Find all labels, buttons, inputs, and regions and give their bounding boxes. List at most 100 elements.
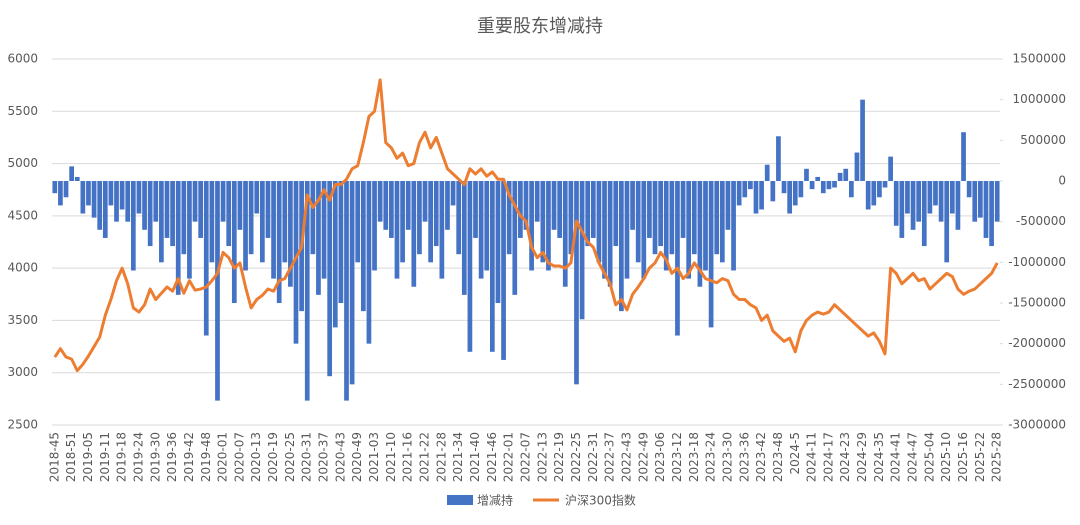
- bar: [910, 181, 916, 230]
- y2-tick-label: 1500000: [1013, 52, 1066, 66]
- bar: [473, 181, 478, 238]
- x-tick-label: 2019-48: [199, 432, 213, 482]
- bar: [826, 181, 832, 190]
- bar: [159, 181, 164, 263]
- bar: [596, 181, 602, 263]
- bar: [787, 181, 793, 214]
- bar: [231, 181, 237, 303]
- x-tick-label: 2023-12: [670, 432, 684, 482]
- bar: [164, 181, 170, 238]
- bar: [972, 181, 978, 222]
- bar: [921, 181, 927, 247]
- bar: [461, 181, 467, 295]
- bar: [74, 176, 80, 181]
- bar: [142, 181, 147, 230]
- bar: [372, 181, 377, 271]
- bar: [938, 181, 944, 222]
- bar: [540, 181, 546, 263]
- bar: [854, 152, 860, 181]
- bar: [355, 181, 361, 263]
- x-tick-label: 2020-19: [266, 432, 280, 482]
- bar: [108, 181, 114, 206]
- line: [53, 78, 999, 373]
- bar: [708, 181, 714, 328]
- x-tick-label: 2023-36: [737, 432, 751, 482]
- bar: [871, 181, 877, 206]
- bar: [181, 181, 187, 255]
- x-tick-label: 2020-37: [317, 432, 331, 482]
- bar: [837, 172, 843, 181]
- bar: [293, 181, 299, 344]
- x-tick-label: 2019-42: [182, 432, 196, 482]
- bar: [579, 181, 585, 320]
- y-tick-label: 6000: [7, 52, 38, 66]
- x-tick-label: 2022-43: [619, 432, 633, 482]
- y2-tick-label: -2500000: [1008, 377, 1066, 391]
- x-tick-label: 2019-30: [148, 432, 162, 482]
- bar: [714, 181, 720, 255]
- y-tick-label: 4500: [7, 208, 38, 222]
- y2-tick-label: -500000: [1016, 214, 1066, 228]
- bar: [411, 181, 417, 287]
- x-tick-label: 2022-25: [569, 432, 583, 482]
- bar: [495, 181, 501, 303]
- bar: [764, 164, 770, 181]
- legend-label: 沪深300指数: [565, 493, 636, 508]
- bar: [978, 181, 983, 218]
- x-tick-label: 2019-11: [98, 432, 112, 482]
- bar: [114, 181, 119, 222]
- bar: [433, 181, 439, 247]
- bar: [669, 181, 675, 255]
- bar: [282, 181, 288, 263]
- x-tick-label: 2020-13: [249, 432, 263, 482]
- x-tick-label: 2024-29: [855, 432, 869, 482]
- bar: [243, 181, 248, 271]
- bar: [916, 181, 922, 222]
- bar: [248, 181, 254, 255]
- y-tick-label: 4000: [7, 261, 38, 275]
- bar: [546, 181, 551, 271]
- x-tick-label: 2021-03: [367, 432, 381, 482]
- bar: [893, 181, 899, 226]
- bar: [276, 181, 282, 303]
- bar: [332, 181, 338, 328]
- bar: [484, 181, 490, 271]
- legend-swatch: [447, 495, 473, 505]
- x-tick-label: 2022-19: [552, 432, 566, 482]
- x-tick-label: 2023-06: [653, 432, 667, 482]
- bar: [394, 181, 400, 279]
- bar: [798, 181, 804, 198]
- bar: [192, 181, 198, 222]
- y2-tick-label: 1000000: [1013, 92, 1066, 106]
- x-tick-label: 2022-07: [519, 432, 533, 482]
- bar: [759, 181, 764, 210]
- bar: [360, 181, 366, 312]
- bar: [719, 181, 725, 263]
- bar: [422, 181, 428, 222]
- bar: [439, 181, 445, 279]
- bar: [753, 181, 759, 214]
- bar: [697, 181, 703, 287]
- bar: [983, 181, 989, 238]
- legend-label: 增减持: [477, 493, 513, 508]
- bar: [383, 181, 389, 230]
- bar: [529, 181, 534, 271]
- bar: [613, 181, 619, 247]
- chart-title: 重要股东增减持: [477, 16, 603, 37]
- x-tick-label: 2024-17: [821, 432, 835, 482]
- bar: [102, 181, 108, 238]
- bar: [265, 181, 271, 238]
- bar: [966, 181, 972, 198]
- x-tick-label: 2022-49: [636, 432, 650, 482]
- bar: [619, 181, 624, 312]
- bar: [820, 181, 826, 194]
- bar: [815, 176, 821, 181]
- x-tick-label: 2022-13: [535, 432, 549, 482]
- bar: [489, 181, 495, 352]
- bar: [63, 181, 69, 198]
- bar: [607, 181, 613, 287]
- x-tick-label: 2023-42: [754, 432, 768, 482]
- y2-tick-label: -2000000: [1008, 336, 1066, 350]
- bar: [944, 181, 950, 263]
- x-tick-label: 2021-28: [434, 432, 448, 482]
